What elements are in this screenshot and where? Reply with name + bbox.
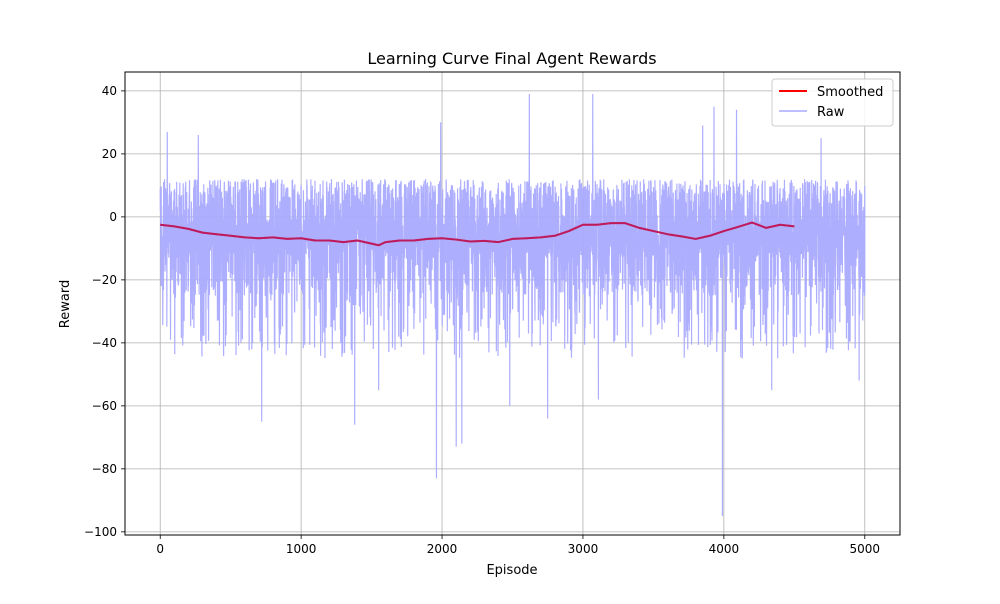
y-tick-label: −60 xyxy=(92,399,117,413)
raw-series-line xyxy=(159,94,866,517)
y-tick-label: −100 xyxy=(84,525,117,539)
x-tick-label: 5000 xyxy=(849,542,880,556)
y-tick-label: 20 xyxy=(102,147,117,161)
x-tick-label: 2000 xyxy=(427,542,458,556)
y-axis-label: Reward xyxy=(58,280,73,328)
x-tick-label: 0 xyxy=(156,542,164,556)
y-axis-ticks: −100 −80 −60 −40 −20 0 20 40 xyxy=(84,84,125,539)
y-tick-label: −40 xyxy=(92,336,117,350)
chart-title: Learning Curve Final Agent Rewards xyxy=(367,49,656,68)
raw-series-layer xyxy=(159,94,866,517)
x-tick-label: 1000 xyxy=(286,542,317,556)
y-tick-label: 0 xyxy=(109,210,117,224)
smoothed-series-layer xyxy=(160,221,795,247)
smoothed-series-line xyxy=(160,221,795,247)
y-tick-label: 40 xyxy=(102,84,117,98)
smoothed-series-overlay xyxy=(160,221,795,247)
x-axis-label: Episode xyxy=(486,563,537,578)
legend-label-raw: Raw xyxy=(817,105,845,120)
x-axis-ticks: 0 1000 2000 3000 4000 5000 xyxy=(156,535,880,556)
legend-label-smoothed: Smoothed xyxy=(817,85,883,100)
legend: Smoothed Raw xyxy=(771,78,894,127)
plot-frame xyxy=(124,71,901,536)
x-tick-label: 3000 xyxy=(568,542,599,556)
y-tick-label: −20 xyxy=(92,273,117,287)
y-tick-label: −80 xyxy=(92,462,117,476)
x-tick-label: 4000 xyxy=(709,542,740,556)
